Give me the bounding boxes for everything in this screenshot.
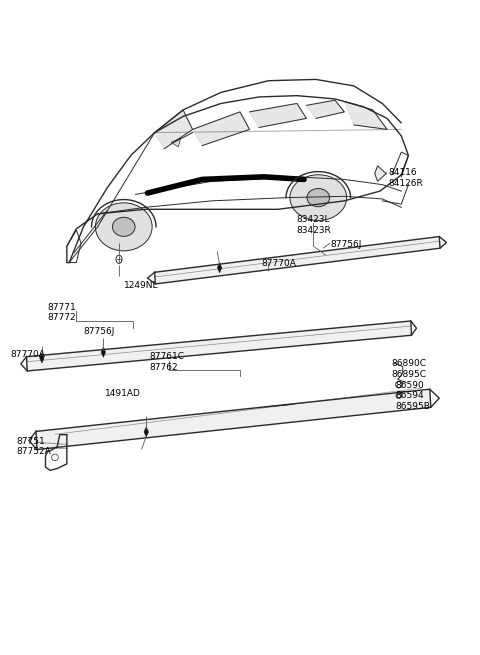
Ellipse shape [112, 217, 135, 236]
Text: 87756J: 87756J [330, 240, 361, 249]
Text: 87770A: 87770A [261, 259, 296, 269]
Polygon shape [39, 352, 44, 363]
Text: 87756J: 87756J [84, 328, 115, 337]
Polygon shape [171, 138, 180, 147]
Text: 86590
86594
86595B: 86590 86594 86595B [396, 381, 431, 411]
Polygon shape [250, 103, 306, 128]
Text: 83423L
83423R: 83423L 83423R [296, 215, 331, 234]
Polygon shape [217, 263, 222, 273]
Polygon shape [26, 321, 411, 371]
Text: 1249NL: 1249NL [124, 281, 158, 290]
Text: 87761C
87762: 87761C 87762 [149, 352, 184, 371]
Polygon shape [144, 426, 148, 437]
Polygon shape [306, 100, 344, 119]
Text: 87751
87752A: 87751 87752A [16, 437, 51, 456]
Ellipse shape [96, 203, 152, 251]
Polygon shape [36, 389, 431, 449]
Text: 87770A: 87770A [10, 350, 45, 359]
Polygon shape [101, 347, 106, 358]
Polygon shape [344, 102, 387, 130]
Text: 87771
87772: 87771 87772 [48, 303, 77, 322]
Text: 1491AD: 1491AD [105, 389, 141, 398]
Text: 86890C
86895C: 86890C 86895C [392, 360, 427, 379]
Polygon shape [155, 236, 440, 284]
Polygon shape [155, 110, 192, 149]
Polygon shape [375, 166, 386, 181]
Ellipse shape [307, 189, 330, 207]
Ellipse shape [290, 175, 347, 221]
Text: 84116
84126R: 84116 84126R [388, 168, 423, 188]
Polygon shape [192, 112, 250, 145]
